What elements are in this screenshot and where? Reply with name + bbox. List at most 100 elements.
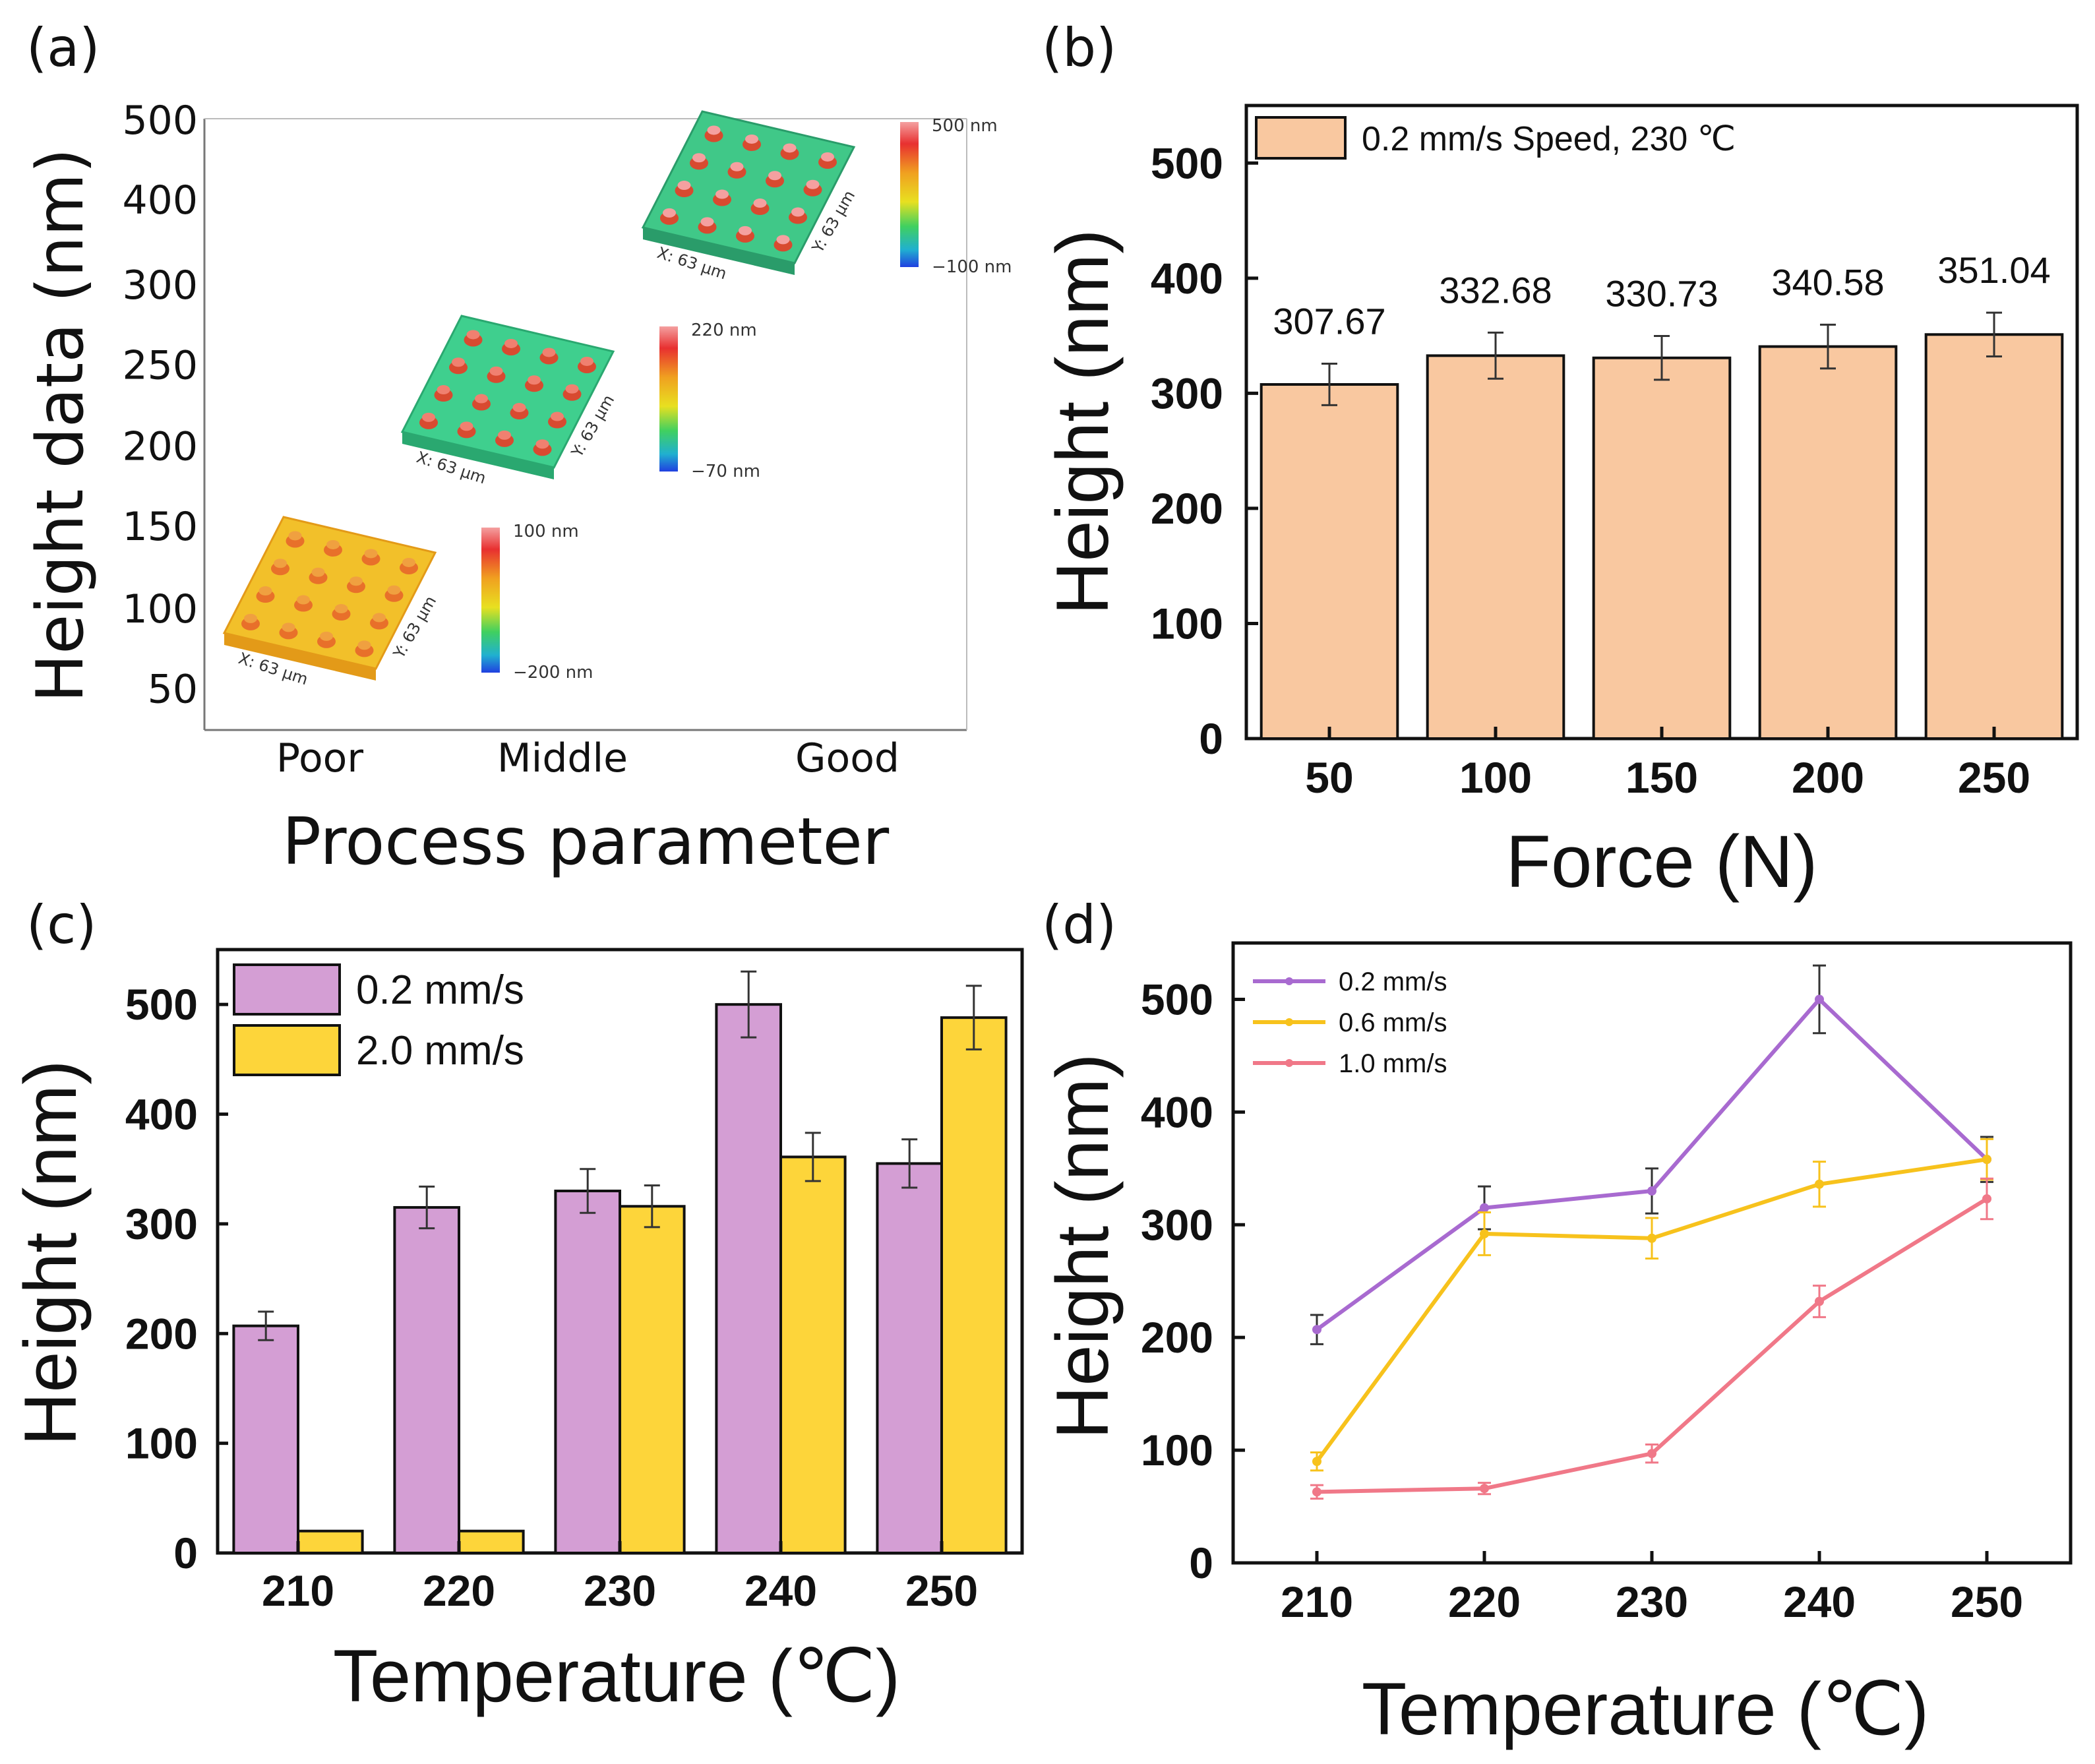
panel-b-label: (b) — [1042, 17, 1116, 78]
x-tick-label: 50 — [1305, 753, 1353, 802]
panel-c-label: (c) — [26, 894, 96, 956]
legend-marker — [1285, 1018, 1293, 1026]
afm-bump-cap — [730, 162, 744, 171]
afm-colorbar-max: 220 nm — [691, 320, 757, 340]
x-tick-label: 220 — [423, 1566, 495, 1615]
bar-value-label: 330.73 — [1605, 273, 1718, 315]
panel-a-x-tick-label: Poor — [276, 735, 363, 781]
y-tick-label: 300 — [1151, 369, 1223, 417]
bar-02mms — [393, 1205, 461, 1555]
afm-bump-cap — [504, 338, 518, 348]
x-tick-label: 240 — [1783, 1577, 1856, 1626]
afm-bump-cap — [466, 330, 480, 340]
afm-bump-cap — [821, 152, 834, 162]
bar-20mms — [940, 1016, 1008, 1555]
panel-b-legend-text: 0.2 mm/s Speed, 230 ℃ — [1362, 120, 1736, 158]
panel-b-legend-swatch — [1255, 116, 1347, 160]
y-tick-label: 300 — [125, 1200, 198, 1248]
x-tick-label: 250 — [905, 1566, 978, 1615]
afm-bump-cap — [326, 539, 340, 549]
afm-bump-cap — [373, 613, 386, 623]
x-tick-label: 240 — [744, 1566, 817, 1615]
panel-a: (a) 500 400 300 250 200 150 100 50 Poor Middle Go… — [23, 17, 1012, 880]
afm-surface-plate — [641, 110, 856, 264]
afm-bump-cap — [551, 411, 564, 421]
series-point — [1312, 1487, 1321, 1497]
panel-a-y-tick-label: 150 — [122, 504, 198, 550]
afm-bump-cap — [542, 348, 556, 357]
afm-colorbar-min: −70 nm — [691, 462, 760, 481]
bar-02mms — [876, 1162, 944, 1554]
afm-colorbar-max: 500 nm — [932, 116, 998, 136]
y-tick-label: 100 — [1151, 599, 1223, 648]
bar-02mms — [554, 1190, 622, 1554]
bar-02mms — [232, 1324, 299, 1555]
afm-bump-cap — [753, 198, 767, 208]
bar — [1260, 382, 1399, 740]
afm-surface-edge — [402, 432, 554, 479]
afm-bump-cap — [776, 235, 790, 245]
afm-bump-cap — [475, 394, 488, 404]
afm-bump-cap — [791, 207, 805, 217]
afm-surface-plate — [222, 516, 437, 670]
series-point — [1982, 1155, 1991, 1165]
afm-bump-cap — [258, 586, 272, 596]
afm-bump-cap — [745, 134, 758, 144]
y-tick-label: 0 — [173, 1529, 198, 1577]
panel-c-legend-text-2: 2.0 mm/s — [356, 1028, 524, 1074]
panel-a-x-tick-label: Good — [795, 735, 899, 781]
series-point — [1480, 1484, 1489, 1494]
afm-bump-cap — [565, 384, 579, 394]
legend-text: 1.0 mm/s — [1339, 1049, 1447, 1078]
bar-value-label: 307.67 — [1273, 301, 1385, 342]
afm-bump-cap — [334, 604, 348, 614]
x-tick-label: 200 — [1792, 753, 1864, 802]
y-tick-label: 500 — [1151, 138, 1223, 187]
afm-bump-cap — [739, 226, 752, 235]
afm-bump-cap — [707, 125, 721, 135]
panel-a-label: (a) — [26, 17, 100, 78]
afm-bump-cap — [512, 403, 526, 413]
afm-bump-cap — [460, 421, 473, 431]
afm-bump-cap — [498, 430, 511, 440]
panel-d-y-axis-label: Height (nm) — [1041, 1053, 1124, 1439]
legend-marker — [1285, 977, 1293, 985]
panel-b-x-axis-label: Force (N) — [1506, 820, 1818, 903]
bar-value-label: 340.58 — [1771, 261, 1884, 303]
panel-a-y-axis-label: Height data (nm) — [23, 148, 98, 702]
panel-a-y-tick-label: 100 — [122, 586, 198, 632]
series-point — [1647, 1186, 1656, 1196]
panel-b-y-axis-label: Height (nm) — [1041, 229, 1124, 615]
afm-bump-cap — [489, 366, 503, 376]
x-tick-label: 230 — [584, 1566, 656, 1615]
y-tick-label: 200 — [1141, 1313, 1213, 1362]
y-tick-label: 400 — [1151, 254, 1223, 303]
afm-bump-cap — [357, 640, 371, 650]
bar — [1758, 345, 1898, 740]
panel-d-x-axis-label: Temperature (℃) — [1362, 1668, 1929, 1750]
legend-text: 0.2 mm/s — [1339, 967, 1447, 996]
afm-colorbar — [900, 122, 919, 267]
afm-bump-cap — [535, 439, 549, 449]
panel-d-label: (d) — [1042, 894, 1116, 956]
afm-colorbar-max: 100 nm — [513, 522, 579, 541]
afm-bump-cap — [677, 181, 691, 191]
bar — [1592, 356, 1732, 740]
panel-a-y-tick-label: 400 — [122, 177, 198, 224]
panel-d: (d) 0 100 200 300 400 500 210 220 230 240 250 0.2… — [1041, 894, 2073, 1750]
series-point — [1647, 1233, 1656, 1243]
bar-20mms — [458, 1529, 525, 1555]
y-tick-label: 100 — [1141, 1426, 1213, 1475]
x-tick-label: 250 — [1958, 753, 2030, 802]
bar-value-label: 332.68 — [1439, 269, 1552, 311]
y-tick-label: 100 — [125, 1419, 198, 1468]
panel-a-x-tick-label: Middle — [497, 735, 628, 781]
afm-colorbar-min: −100 nm — [932, 257, 1012, 277]
afm-bump-cap — [692, 153, 706, 163]
afm-bump-cap — [663, 208, 676, 218]
bar-20mms — [297, 1529, 364, 1555]
x-tick-label: 250 — [1951, 1577, 2023, 1626]
afm-bump-cap — [349, 576, 363, 586]
afm-bump-cap — [452, 357, 465, 367]
